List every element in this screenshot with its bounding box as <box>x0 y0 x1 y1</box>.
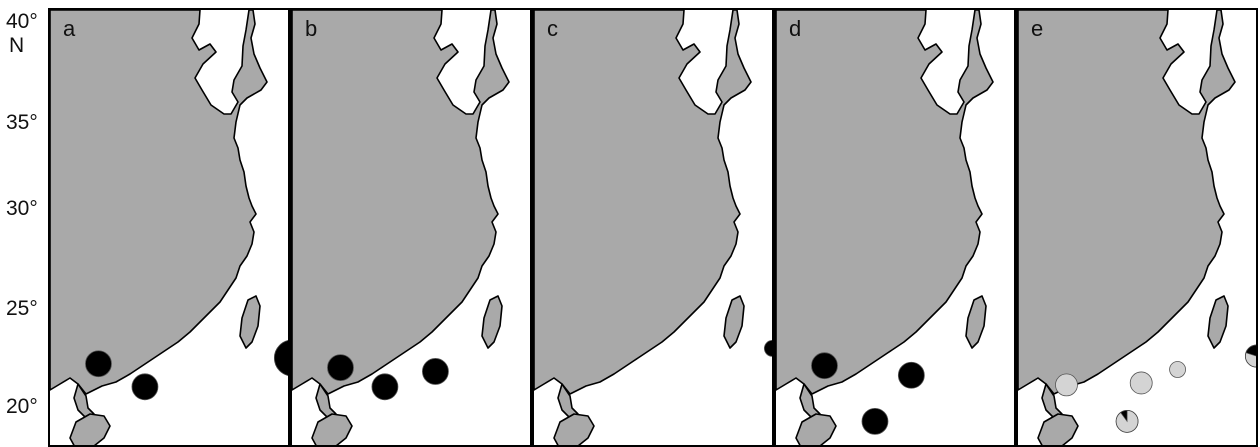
mainland-landmass <box>292 10 510 395</box>
map-panel-b: b <box>290 8 532 447</box>
mainland-landmass <box>776 10 994 395</box>
hainan-island <box>553 413 595 445</box>
site-pie-chart <box>327 354 354 382</box>
hainan-island <box>1037 413 1079 445</box>
site-pie-chart <box>1055 373 1078 397</box>
pie-outline <box>1244 344 1256 368</box>
lat-label-20: 20° <box>6 395 38 418</box>
site-pie-chart <box>1169 361 1186 378</box>
panel-label: b <box>305 16 318 41</box>
site-pie-chart <box>861 407 889 435</box>
map-panel-c: c <box>532 8 774 447</box>
map-canvas <box>50 10 288 445</box>
map-canvas <box>1018 10 1256 445</box>
site-pie-chart <box>1244 344 1256 368</box>
taiwan-island <box>239 295 261 349</box>
lat-label-30: 30° <box>6 197 38 220</box>
site-pie-chart <box>1115 409 1139 433</box>
pie-slice-light <box>1169 361 1186 378</box>
pie-slice-dark <box>763 340 772 357</box>
site-pie-chart <box>1129 371 1153 395</box>
pie-outline <box>274 340 288 376</box>
pie-slice-light <box>1055 373 1078 397</box>
mainland-landmass <box>50 10 268 395</box>
map-panel-d: d <box>774 8 1016 447</box>
taiwan-island <box>723 295 745 349</box>
lat-label-25: 25° <box>6 297 38 320</box>
map-canvas <box>534 10 772 445</box>
panel-label: e <box>1031 16 1044 41</box>
site-pie-chart <box>371 373 399 401</box>
pie-slice-dark <box>131 373 159 401</box>
hainan-island <box>311 413 353 445</box>
taiwan-island <box>1207 295 1229 349</box>
north-label: N <box>9 34 25 57</box>
map-panel-a: a <box>48 8 290 447</box>
hainan-island <box>795 413 837 445</box>
mainland-landmass <box>534 10 752 395</box>
site-pie-chart <box>897 361 925 389</box>
mainland-landmass <box>1018 10 1236 395</box>
pie-slice-dark <box>422 358 449 385</box>
site-pie-chart <box>763 340 772 357</box>
map-canvas <box>776 10 994 445</box>
pie-slice-dark <box>811 352 838 380</box>
site-pie-chart <box>422 358 449 385</box>
pie-slice-light <box>1129 371 1153 395</box>
pie-slice-dark <box>85 350 112 378</box>
map-canvas <box>292 10 510 445</box>
pie-slice-dark <box>861 407 889 435</box>
panel-label: d <box>789 16 802 41</box>
pie-slice-dark <box>897 361 925 389</box>
panel-label: c <box>547 16 558 41</box>
site-pie-chart <box>811 352 838 380</box>
site-pie-chart <box>274 340 288 376</box>
pie-slice-dark <box>327 354 354 382</box>
pie-outline <box>1115 409 1139 433</box>
latitude-axis: 40° N 35° 30° 25° 20° <box>0 0 50 447</box>
pie-slice-dark <box>371 373 399 401</box>
map-panel-e: e <box>1016 8 1258 447</box>
site-pie-chart <box>85 350 112 378</box>
site-pie-chart <box>131 373 159 401</box>
taiwan-island <box>965 295 987 349</box>
pie-slice-dark <box>274 340 288 376</box>
hainan-island <box>69 413 111 445</box>
taiwan-island <box>481 295 503 349</box>
lat-label-40: 40° <box>6 10 38 33</box>
lat-label-35: 35° <box>6 111 38 134</box>
panel-label: a <box>63 16 76 41</box>
